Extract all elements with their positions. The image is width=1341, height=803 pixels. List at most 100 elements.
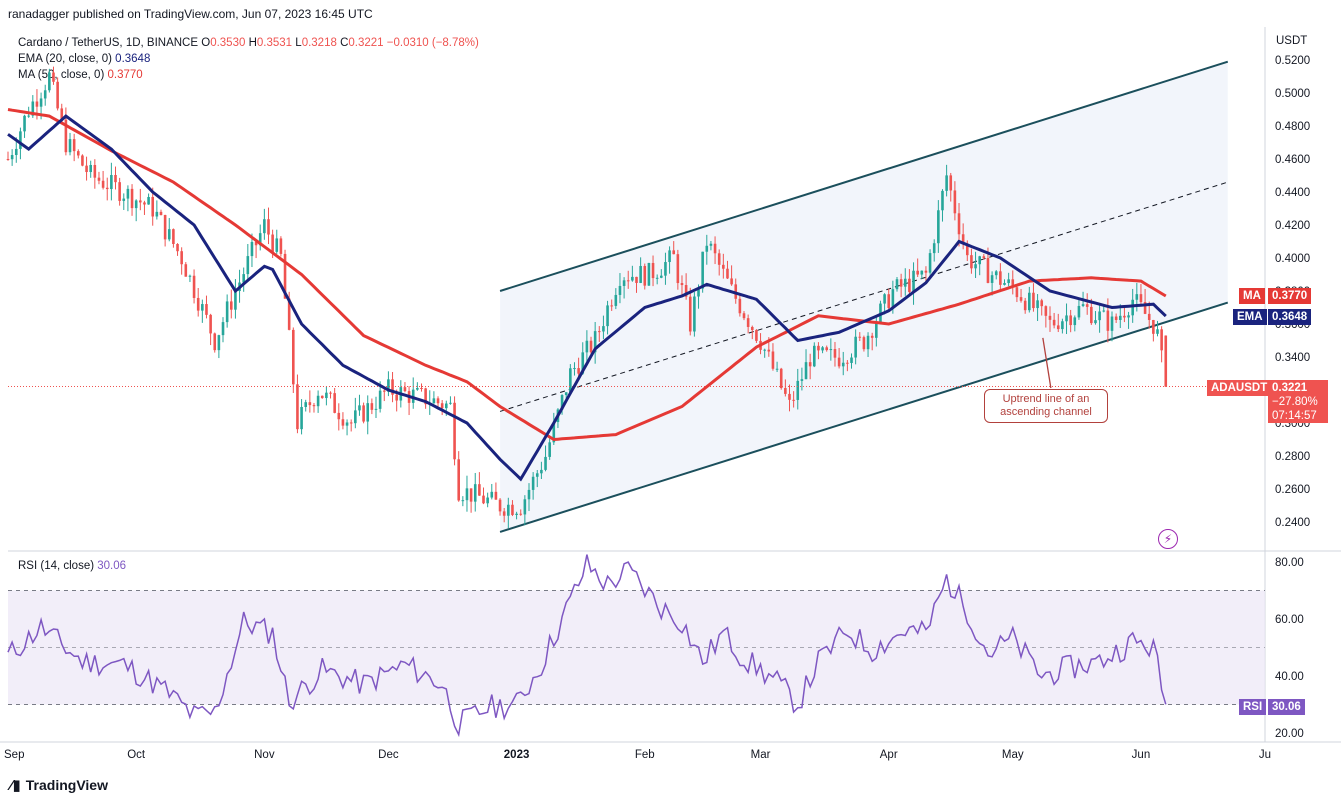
candle-body [771,351,775,369]
candle-body [804,362,808,380]
candle-body [903,278,907,287]
candle-body [775,368,779,370]
candle-body [560,395,564,410]
candle-body [866,335,870,350]
candle-body [300,406,303,430]
ema-legend-label[interactable]: EMA (20, close, 0) [18,53,112,65]
candle-body [163,215,167,240]
annotation-line-2: ascending channel [1000,406,1092,418]
tradingview-logo-icon: ⁄▮ [10,777,21,794]
candle-body [97,177,101,181]
candle-body [267,219,270,235]
candle-body [1139,294,1143,303]
candle-body [639,265,642,283]
candle-body [713,243,717,254]
candle-body [1040,300,1044,307]
time-tick-label: Ju [1259,749,1271,761]
candle-body [64,119,68,153]
price-tick-label: 0.4600 [1275,154,1310,166]
low-label: L [295,37,302,49]
candle-body [444,403,448,409]
candle-body [304,402,308,407]
candle-body [354,410,357,424]
candle-body [1081,304,1085,306]
candle-body [1032,292,1035,309]
rsi-tick-label: 80.00 [1275,557,1304,569]
candle-body [908,278,911,293]
ma-legend-label[interactable]: MA (50, close, 0) [18,69,105,81]
candle-body [440,403,444,409]
candle-body [10,155,14,160]
rsi-legend-label[interactable]: RSI (14, close) [18,560,95,572]
candle-body [1052,319,1056,326]
candle-body [1094,320,1097,324]
candle-body [1028,292,1031,311]
candle-body [899,279,903,287]
candle-body [325,392,328,399]
candle-body [258,233,262,246]
high-label: H [248,37,257,49]
price-tick-label: 0.5200 [1275,55,1310,67]
candle-body [52,72,55,82]
candle-body [796,380,800,400]
candle-body [895,279,899,290]
candle-body [279,238,283,254]
lightning-icon[interactable]: ⚡ [1158,529,1178,549]
candle-body [35,101,39,107]
candle-body [43,90,47,99]
rsi-tick-label: 40.00 [1275,671,1304,683]
candle-body [569,368,572,393]
candle-body [1048,315,1052,320]
time-tick-label: 2023 [504,749,530,761]
symbol-name[interactable]: Cardano / TetherUS, 1D, BINANCE [18,37,199,49]
candle-body [126,188,130,199]
candle-body [110,174,113,190]
candle-body [812,345,816,367]
candle-body [941,190,944,211]
candle-body [457,459,461,501]
candle-body [296,384,299,430]
candle-body [924,270,928,273]
candle-body [660,275,663,278]
candle-body [763,349,766,351]
candle-body [767,349,771,352]
candle-body [85,165,88,173]
open-label: O [201,37,211,49]
price-tick-label: 0.3400 [1275,352,1310,364]
candle-body [672,250,676,255]
candle-body [130,188,134,209]
candle-body [242,274,245,283]
candle-body [990,275,994,283]
candle-body [965,243,969,256]
tradingview-brand[interactable]: ⁄▮ TradingView [10,776,108,794]
candle-body [614,294,618,306]
candle-body [755,330,758,341]
candle-body [858,336,862,338]
rsi-tag-label: RSI [1239,699,1267,715]
candle-body [1090,306,1093,324]
price-tick-label: 0.5000 [1275,88,1310,100]
price-tag-change: −27.80% [1272,396,1318,408]
candle-body [320,395,324,399]
candle-body [651,262,655,279]
price-tag-value: 0.3221 [1272,382,1308,394]
candle-body [134,200,138,209]
candle-body [172,229,175,244]
candle-body [275,238,279,252]
candle-body [957,213,961,235]
candle-body [416,388,419,390]
candle-body [420,388,423,390]
candle-body [101,180,105,188]
annotation-line-1: Uptrend line of an [1002,393,1090,405]
candle-body [403,387,407,392]
candle-body [184,264,188,277]
candle-body [932,243,936,254]
candle-body [1069,315,1072,326]
candle-body [271,234,274,252]
annotation-arrow [1042,337,1052,389]
candle-body [784,388,787,394]
candle-body [436,398,440,404]
price-tag-countdown: 07:14:57 [1272,410,1317,422]
candle-body [1065,315,1068,322]
